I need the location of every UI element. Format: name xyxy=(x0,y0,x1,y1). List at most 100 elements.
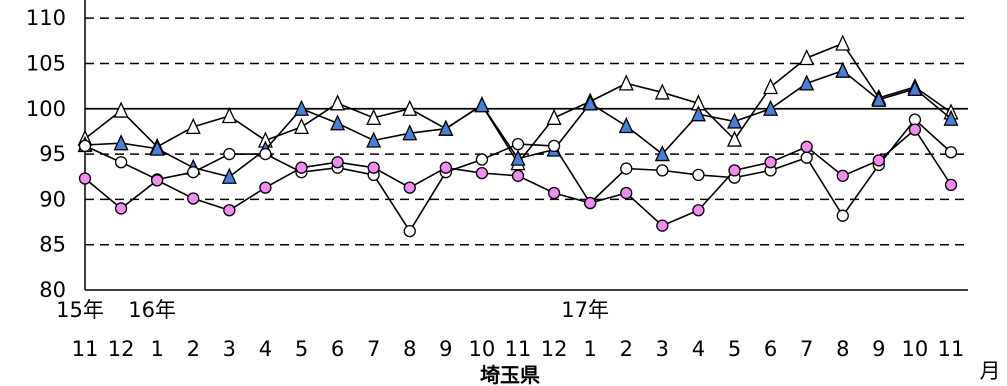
x-tick-label: 12 xyxy=(541,337,568,361)
x-tick-label: 2 xyxy=(620,337,633,361)
data-point xyxy=(475,153,489,166)
data-point xyxy=(438,119,454,136)
data-point xyxy=(692,168,705,182)
data-point xyxy=(259,181,272,194)
data-point xyxy=(185,117,201,135)
grid-lines xyxy=(84,0,968,291)
data-point xyxy=(726,130,743,147)
data-point xyxy=(907,79,923,96)
data-point xyxy=(582,94,598,111)
data-point xyxy=(187,192,200,205)
data-point xyxy=(546,108,562,125)
x-tick-label: 1 xyxy=(583,337,596,361)
data-point xyxy=(618,116,634,134)
x-tick-label: 3 xyxy=(223,337,236,361)
data-point xyxy=(728,164,741,177)
data-point xyxy=(726,112,743,129)
data-point xyxy=(402,124,418,141)
data-point xyxy=(656,164,669,177)
data-point xyxy=(259,147,272,161)
x-tick-label: 8 xyxy=(403,337,416,361)
x-tick-label: 12 xyxy=(108,337,135,361)
data-point xyxy=(221,106,237,124)
data-point xyxy=(78,172,92,185)
data-point xyxy=(584,196,597,210)
chart-title: 埼玉県 xyxy=(480,363,540,386)
x-tick-label: 10 xyxy=(469,337,496,361)
data-point xyxy=(872,154,885,167)
series-filled-triangle xyxy=(77,61,959,184)
y-axis-ticks: 80 85 90 95 100 105 110 xyxy=(26,6,66,302)
data-point xyxy=(403,181,416,194)
y-tick-label: 85 xyxy=(39,233,66,257)
data-point xyxy=(908,123,922,136)
x-tick-label: 4 xyxy=(259,337,272,361)
data-point xyxy=(330,114,346,131)
data-point xyxy=(293,117,310,135)
data-point xyxy=(800,140,813,153)
data-point xyxy=(836,169,849,182)
data-point xyxy=(221,167,237,184)
data-point xyxy=(835,34,851,51)
data-point xyxy=(692,204,705,217)
data-point xyxy=(835,61,851,78)
data-point xyxy=(763,99,779,116)
x-tick-label: 5 xyxy=(295,337,308,361)
x-tick-label: 9 xyxy=(872,337,885,361)
data-point xyxy=(799,74,815,91)
series-group xyxy=(77,34,959,238)
data-point xyxy=(511,169,525,182)
y-tick-label: 90 xyxy=(39,187,66,211)
data-point xyxy=(223,147,236,161)
data-point xyxy=(113,134,129,151)
y-tick-label: 110 xyxy=(26,6,66,30)
year-label: 15年 xyxy=(56,298,104,322)
data-point xyxy=(510,149,526,166)
x-tick-label: 9 xyxy=(439,337,452,361)
data-point xyxy=(656,219,669,232)
data-point xyxy=(618,74,634,91)
data-point xyxy=(403,224,416,238)
x-tick-label: 3 xyxy=(656,337,669,361)
data-point xyxy=(78,139,92,153)
data-point xyxy=(763,77,779,95)
data-point xyxy=(944,178,958,192)
data-point xyxy=(547,139,561,153)
x-tick-label: 8 xyxy=(836,337,849,361)
year-label: 16年 xyxy=(128,298,176,322)
data-point xyxy=(620,186,633,200)
data-point xyxy=(764,156,777,169)
data-point xyxy=(366,131,382,148)
x-tick-label: 6 xyxy=(331,337,344,361)
data-point xyxy=(620,162,633,175)
year-label: 17年 xyxy=(561,298,609,322)
data-point xyxy=(547,186,561,200)
x-tick-label: 1 xyxy=(150,337,163,361)
data-point xyxy=(223,204,236,217)
x-tick-label: 10 xyxy=(902,337,929,361)
data-point xyxy=(295,161,308,174)
data-point xyxy=(474,96,490,113)
x-tick-label: 7 xyxy=(800,337,813,361)
data-point xyxy=(366,108,382,125)
x-tick-label: 4 xyxy=(692,337,705,361)
data-point xyxy=(187,166,200,179)
data-point xyxy=(114,156,128,169)
x-tick-label: 7 xyxy=(367,337,380,361)
data-point xyxy=(293,99,310,116)
x-axis-unit-label: 月 xyxy=(980,359,1001,383)
data-point xyxy=(654,145,670,162)
data-point xyxy=(836,209,849,222)
x-tick-label: 6 xyxy=(764,337,777,361)
data-point xyxy=(330,94,346,111)
y-tick-label: 105 xyxy=(26,51,66,75)
data-point xyxy=(654,83,670,100)
data-point xyxy=(799,48,815,66)
x-tick-label: 11 xyxy=(938,337,965,361)
data-point xyxy=(944,146,958,159)
data-point xyxy=(511,137,525,151)
data-point xyxy=(113,101,129,118)
x-tick-label: 5 xyxy=(728,337,741,361)
